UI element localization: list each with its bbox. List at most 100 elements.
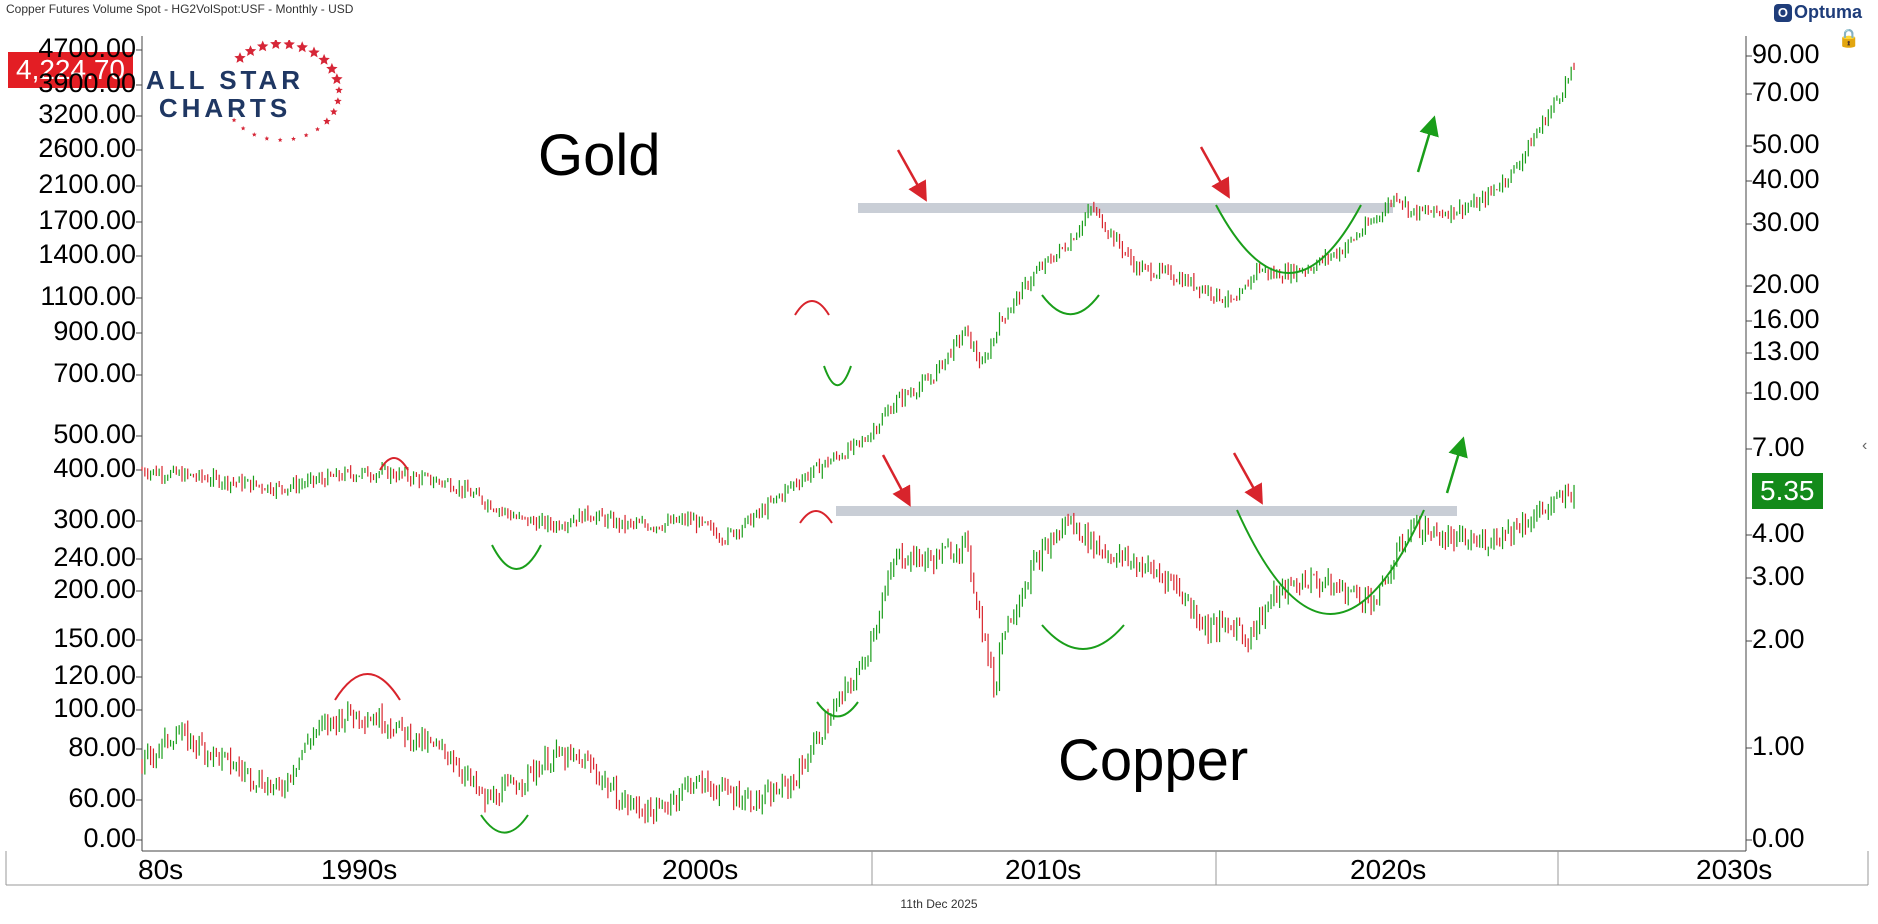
right-axis-tick: 20.00 [1752, 269, 1820, 299]
logo-star [323, 117, 331, 125]
logo-star [244, 45, 257, 56]
series-copper [141, 483, 1575, 825]
left-axis-tick: 150.00 [53, 623, 136, 653]
left-axis-tick: 2600.00 [38, 133, 136, 163]
current-price-badge: 4,224.70 [8, 52, 133, 88]
copper-resistance-band [836, 506, 1457, 516]
chart-annotations [334, 115, 1468, 834]
x-axis-label: 2030s [1696, 854, 1773, 885]
chart-frame [5, 36, 1869, 886]
right-axis-tick: 0.00 [1752, 823, 1805, 853]
green-arrow-icon [1445, 436, 1468, 494]
left-axis-tick: 200.00 [53, 574, 136, 604]
left-axis-tick: 3900.00 [38, 68, 136, 98]
red-top-arc [799, 510, 833, 524]
right-axis-tick: 13.00 [1752, 336, 1820, 366]
right-axis-tick: 50.00 [1752, 129, 1820, 159]
logo-line-2: CHARTS [158, 93, 292, 123]
logo-star [251, 132, 257, 137]
left-axis-tick: 1100.00 [40, 281, 136, 311]
left-axis-tick: 400.00 [53, 453, 136, 483]
right-axis-tick: 1.00 [1752, 731, 1805, 761]
logo-star [334, 97, 342, 105]
star-ring-icon [231, 40, 343, 142]
left-axis-tick: 3200.00 [38, 99, 136, 129]
green-bottom-arc [1041, 624, 1125, 650]
lock-icon[interactable]: 🔒 [1837, 28, 1860, 48]
logo-star [318, 53, 330, 65]
red-arrow-icon [881, 454, 911, 507]
red-arrow-icon [1232, 452, 1263, 505]
logo-star [240, 125, 246, 131]
logo-star [257, 40, 269, 52]
logo-star [330, 107, 338, 116]
left-axis-tick: 0.00 [83, 823, 136, 853]
left-axis-tick: 240.00 [53, 542, 136, 572]
left-axis-tick: 60.00 [68, 783, 136, 813]
right-axis-tick: 4.00 [1752, 518, 1805, 548]
right-axis-tick: 10.00 [1752, 376, 1820, 406]
series-layer [141, 62, 1575, 825]
logo-star [315, 126, 320, 132]
left-axis-tick: 80.00 [68, 732, 136, 762]
logo-star [277, 137, 283, 142]
green-bottom-arc [1215, 204, 1362, 274]
red-top-arc [379, 457, 409, 471]
logo-star [303, 132, 309, 138]
left-axis-tick: 300.00 [53, 504, 136, 534]
left-axis-tick: 700.00 [53, 358, 136, 388]
optuma-logo-icon: O [1773, 3, 1792, 22]
x-axis-label: 2000s [662, 854, 739, 885]
left-axis-tick: 1700.00 [38, 205, 136, 235]
copper-label: Copper [1058, 728, 1249, 793]
right-axis-tick: 16.00 [1752, 304, 1820, 334]
chart-title: Copper Futures Volume Spot - HG2VolSpot:… [6, 2, 354, 16]
logo-star [283, 40, 295, 50]
left-axis-tick: 100.00 [53, 693, 136, 723]
logo-star [308, 46, 320, 58]
x-axis-label: 2010s [1005, 854, 1082, 885]
green-bottom-arc [491, 544, 542, 570]
x-axis-label: 2020s [1350, 854, 1427, 885]
gold-resistance-band [858, 203, 1393, 213]
logo-star [291, 136, 296, 141]
left-axis-tick: 2100.00 [38, 169, 136, 199]
green-arrow-icon [1416, 115, 1439, 173]
right-axis-tick: 40.00 [1752, 164, 1820, 194]
optuma-brand[interactable]: O Optuma [1773, 2, 1862, 23]
green-bottom-arc [1041, 294, 1100, 316]
logo-star [264, 136, 270, 141]
x-axis-label: 1990s [321, 854, 398, 885]
logo-line-1: ALL STAR [145, 65, 305, 95]
red-top-arc [794, 300, 830, 316]
right-axis-tick: 3.00 [1752, 561, 1805, 591]
right-axis-tick: 2.00 [1752, 624, 1805, 654]
gold-label: Gold [538, 123, 661, 188]
right-axis-tick: 30.00 [1752, 207, 1820, 237]
left-axis-tick: 120.00 [53, 660, 136, 690]
red-arrow-icon [896, 149, 927, 202]
logo-star [231, 117, 237, 123]
left-axis-tick: 1400.00 [38, 239, 136, 269]
logo-star [234, 52, 246, 63]
current-ratio-badge: 5.35 [1752, 473, 1823, 509]
collapse-panel-icon[interactable]: ‹ [1862, 437, 1868, 454]
left-axis-tick: 500.00 [53, 419, 136, 449]
right-axis-tick: 7.00 [1752, 432, 1805, 462]
logo-star [296, 41, 308, 53]
logo-star [270, 40, 282, 49]
footer-date: 11th Dec 2025 [900, 897, 978, 911]
red-top-arc [334, 673, 401, 701]
green-bottom-arc [823, 365, 852, 387]
x-axis-label: 80s [138, 854, 184, 885]
resistance-levels [836, 203, 1457, 516]
series-gold [141, 62, 1575, 546]
right-axis-tick: 90.00 [1752, 39, 1820, 69]
green-bottom-arc [816, 701, 859, 718]
green-bottom-arc [480, 814, 529, 834]
green-bottom-arc [1236, 509, 1425, 615]
left-axis-tick: 4700.00 [38, 33, 136, 63]
logo-star [326, 62, 338, 74]
optuma-brand-label: Optuma [1793, 2, 1862, 22]
